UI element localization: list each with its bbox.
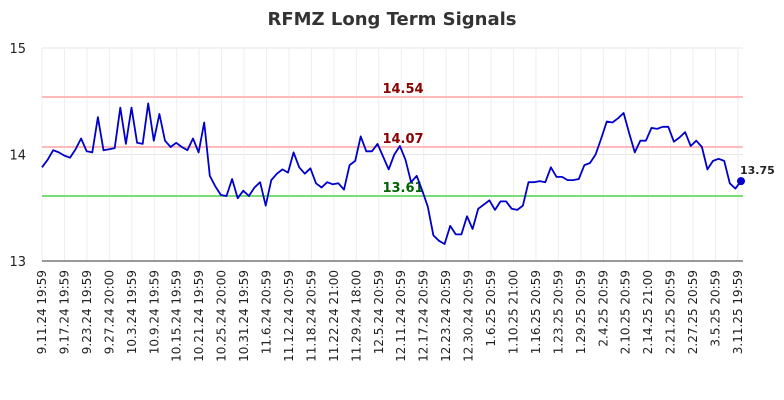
y-tick-labels: 13 14 15 [9,42,26,270]
x-tick-label: 12.23.24 20:59 [439,270,453,362]
last-point-marker [737,177,745,186]
reference-lines: 14.54 14.07 13.61 [42,82,743,198]
x-tick-label: 9.23.24 19:59 [80,270,94,354]
x-tick-label: 9.11.24 19:59 [35,270,49,354]
x-tick-label: 1.10.25 21:00 [506,270,520,354]
gridlines [41,47,743,262]
y-tick-label: 13 [9,255,26,270]
x-tick-label: 3.5.25 20:59 [709,270,723,347]
x-tick-label: 12.5.24 20:59 [372,270,386,354]
x-tick-label: 10.21.24 19:59 [192,270,206,362]
x-tick-labels: 9.11.24 19:59 9.17.24 19:59 9.23.24 19:59 9… [35,270,745,362]
reference-line-label: 14.54 [382,82,423,97]
x-tick-label: 11.6.24 20:59 [260,270,274,354]
x-tick-label: 11.18.24 20:59 [304,270,318,362]
x-tick-label: 12.17.24 20:59 [417,270,431,362]
x-tick-label: 3.11.25 19:59 [731,270,745,354]
x-tick-label: 2.27.25 20:59 [686,270,700,354]
x-tick-label: 10.3.24 19:59 [125,270,139,354]
x-tick-label: 12.11.24 20:59 [394,270,408,362]
x-tick-label: 1.29.25 20:59 [574,270,588,354]
y-tick-label: 15 [9,42,26,57]
reference-line-label: 13.61 [382,181,423,196]
y-tick-label: 14 [9,149,26,164]
x-tick-label: 2.10.25 20:59 [619,270,633,354]
x-tick-label: 11.29.24 18:00 [349,270,363,362]
x-tick-label: 11.12.24 20:59 [282,270,296,362]
x-tick-label: 10.31.24 19:59 [237,270,251,362]
x-tick-label: 2.21.25 20:59 [664,270,678,354]
x-tick-label: 12.30.24 20:59 [462,270,476,362]
x-tick-label: 10.9.24 19:59 [147,270,161,354]
x-tick-label: 2.14.25 21:00 [641,270,655,354]
x-tick-label: 1.6.25 20:59 [484,270,498,347]
x-tick-label: 1.23.25 20:59 [551,270,565,354]
last-value-label: 13.75 [740,164,775,177]
x-tick-label: 9.27.24 20:00 [102,270,116,354]
x-tick-label: 11.22.24 21:00 [327,270,341,362]
series-line [41,102,742,245]
series-group: 13.75 [41,102,775,245]
x-tick-label: 10.25.24 20:00 [215,270,229,362]
x-tick-label: 9.17.24 19:59 [57,270,71,354]
x-tick-label: 10.15.24 19:59 [170,270,184,362]
chart-title: RFMZ Long Term Signals [267,9,516,30]
x-tick-label: 2.4.25 20:59 [596,270,610,347]
reference-line-label: 14.07 [382,132,423,147]
x-tick-label: 1.16.25 20:59 [529,270,543,354]
